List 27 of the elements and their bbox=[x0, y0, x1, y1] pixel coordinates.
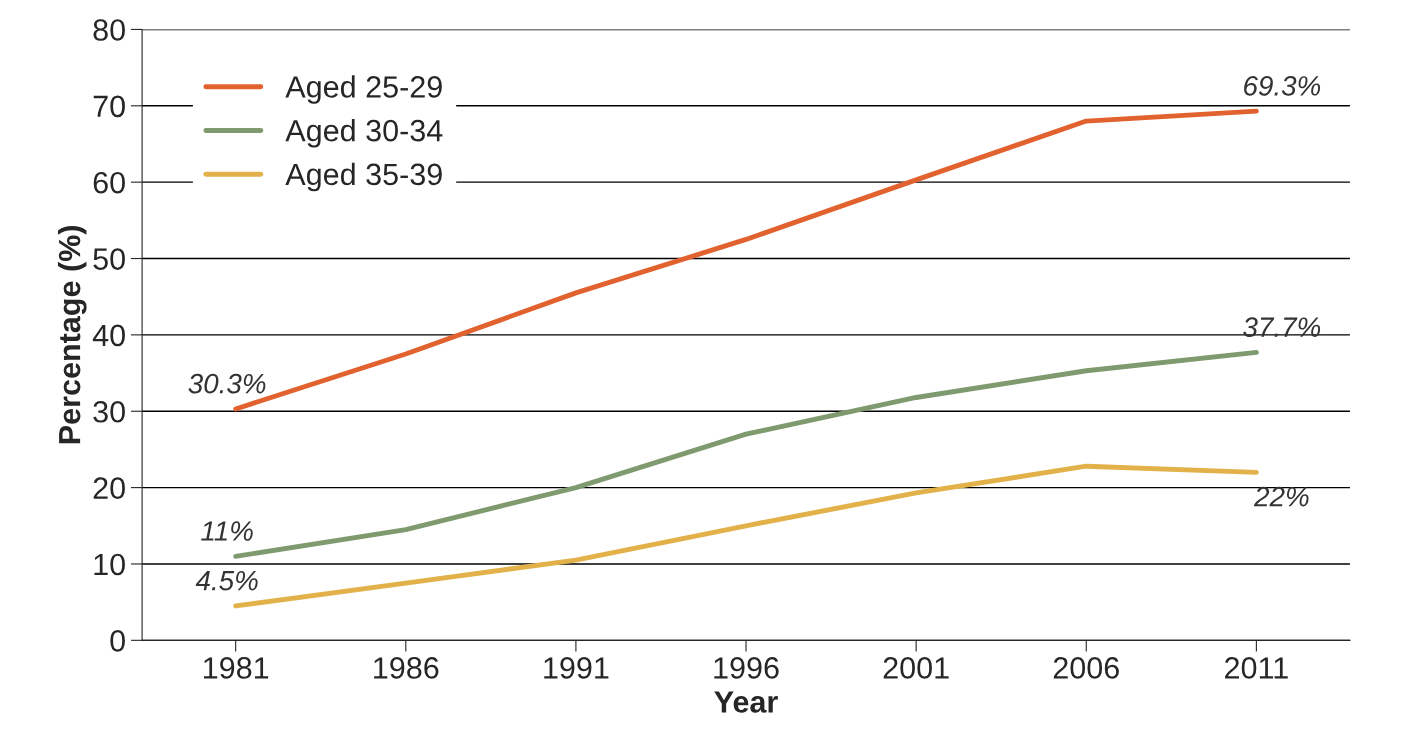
x-tick-label: 1986 bbox=[374, 657, 439, 679]
y-tick-label: 50 bbox=[93, 248, 125, 270]
y-tick-label: 80 bbox=[93, 19, 125, 41]
x-tick-label: 2011 bbox=[1225, 657, 1288, 679]
data-label: 11% bbox=[201, 521, 253, 541]
legend-label: Aged 35-39 bbox=[285, 162, 442, 192]
x-axis-title: Year bbox=[714, 691, 778, 713]
x-tick-label: 1996 bbox=[714, 657, 779, 679]
y-tick-label: 40 bbox=[92, 324, 125, 347]
data-label: 22% bbox=[1253, 486, 1309, 507]
x-tick-label: 1981 bbox=[204, 657, 269, 679]
data-label: 37.7% bbox=[1243, 317, 1321, 337]
x-tick-label: 1991 bbox=[544, 657, 609, 679]
y-tick-label: 30 bbox=[93, 400, 125, 423]
y-tick-label: 60 bbox=[93, 171, 125, 194]
data-label: 69.3% bbox=[1244, 76, 1321, 96]
y-axis-title: Percentage (%) bbox=[57, 226, 87, 444]
y-tick-label: 20 bbox=[93, 477, 125, 499]
data-label: 4.5% bbox=[195, 570, 258, 591]
data-label: 30.3% bbox=[188, 373, 266, 394]
y-tick-label: 70 bbox=[93, 95, 125, 118]
y-tick-label: 10 bbox=[94, 553, 125, 576]
legend-label: Aged 30-34 bbox=[285, 119, 443, 148]
legend-label: Aged 25-29 bbox=[285, 75, 442, 104]
x-tick-label: 2006 bbox=[1053, 657, 1119, 679]
y-tick-label: 0 bbox=[110, 630, 125, 652]
x-tick-label: 2001 bbox=[883, 657, 949, 679]
